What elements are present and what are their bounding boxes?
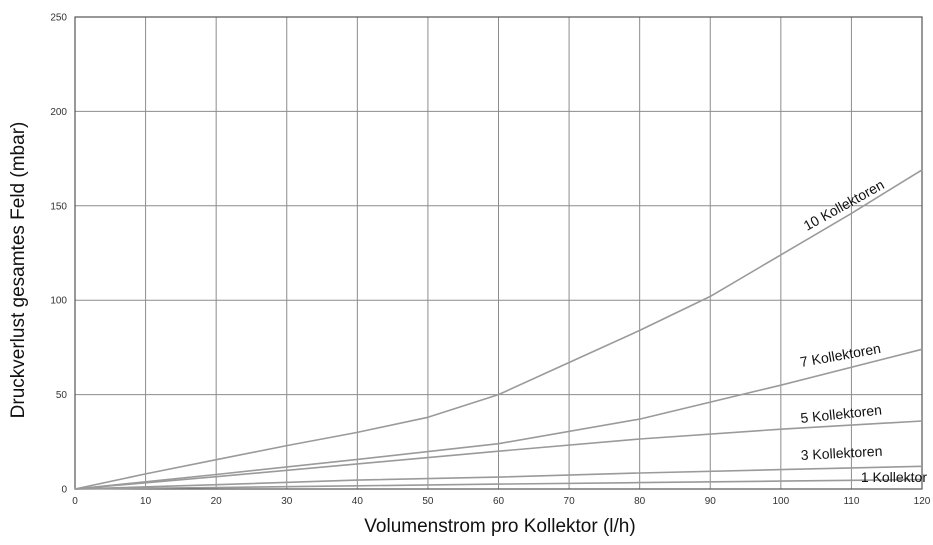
x-tick-label: 10	[140, 496, 152, 507]
x-tick-label: 40	[352, 496, 364, 507]
x-tick-label: 100	[772, 496, 789, 507]
series-label-7-kollektoren: 7 Kollektoren	[799, 340, 882, 370]
x-tick-label: 50	[422, 496, 434, 507]
series-lines	[74, 169, 923, 490]
x-tick-label: 0	[72, 496, 78, 507]
series-line-3	[74, 420, 923, 490]
x-tick-label: 20	[211, 496, 223, 507]
y-tick-label: 0	[61, 485, 67, 496]
x-tick-label: 60	[493, 496, 505, 507]
x-tick-label: 80	[634, 496, 646, 507]
x-tick-labels: 0 10 20 30 40 50 60 70 80 90 100 110 120	[72, 496, 931, 507]
grid	[74, 16, 923, 490]
plot-frame	[74, 16, 923, 490]
series-line-2	[74, 465, 923, 490]
y-tick-label: 100	[50, 296, 67, 307]
series-label-10-kollektoren: 10 Kollektoren	[801, 176, 887, 233]
series-line-1	[74, 478, 923, 490]
series-line-5	[74, 169, 923, 490]
y-tick-label: 50	[56, 390, 68, 401]
series-label-3-kollektoren: 3 Kollektoren	[800, 443, 882, 463]
series-line-4	[74, 348, 923, 490]
series-label-1-kollektor: 1 Kollektor	[861, 469, 927, 485]
x-tick-label: 110	[843, 496, 859, 507]
y-tick-label: 250	[50, 13, 67, 24]
y-tick-label: 200	[50, 107, 67, 118]
y-tick-label: 150	[50, 201, 67, 212]
x-axis-title: Volumenstrom pro Kollektor (l/h)	[364, 516, 635, 537]
x-tick-label: 120	[914, 496, 931, 507]
x-tick-label: 30	[281, 496, 293, 507]
series-label-5-kollektoren: 5 Kollektoren	[800, 402, 883, 426]
y-axis-title: Druckverlust gesamtes Feld (mbar)	[8, 122, 29, 419]
x-tick-label: 70	[564, 496, 576, 507]
x-tick-label: 90	[705, 496, 717, 507]
y-tick-labels: 0 50 100 150 200 250	[50, 13, 67, 496]
